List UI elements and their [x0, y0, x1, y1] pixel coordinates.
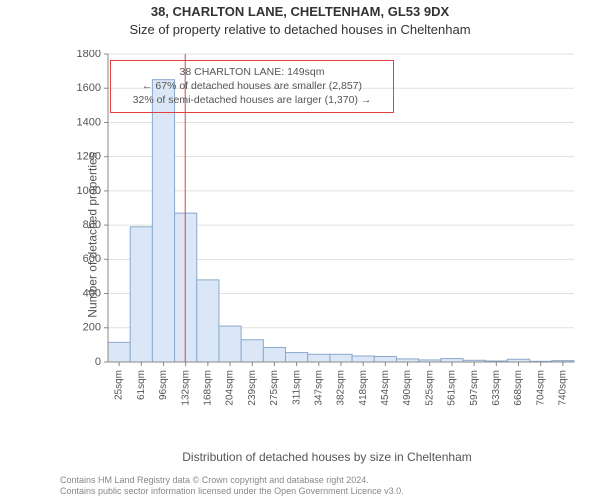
y-axis-label-wrap: Number of detached properties [10, 50, 28, 420]
x-tick-label: 668sqm [513, 370, 524, 406]
chart-container: 38, CHARLTON LANE, CHELTENHAM, GL53 9DX … [0, 0, 600, 500]
footer-line2: Contains public sector information licen… [60, 486, 404, 497]
x-tick-label: 61sqm [136, 370, 147, 400]
x-tick-label: 597sqm [469, 370, 480, 406]
callout-line1: 38 CHARLTON LANE: 149sqm [117, 65, 387, 79]
svg-text:1800: 1800 [77, 50, 101, 60]
marker-callout: 38 CHARLTON LANE: 149sqm ← 67% of detach… [110, 60, 394, 113]
histogram-bar [197, 280, 219, 362]
histogram-bar [152, 80, 174, 362]
footer: Contains HM Land Registry data © Crown c… [60, 475, 404, 497]
histogram-bar [108, 342, 130, 362]
histogram-bar [219, 326, 241, 362]
svg-text:1200: 1200 [77, 151, 101, 163]
x-tick-label: 239sqm [247, 370, 258, 406]
histogram-bar [308, 354, 330, 362]
x-tick-label: 633sqm [491, 370, 502, 406]
svg-text:600: 600 [83, 253, 101, 265]
histogram-bar [330, 354, 352, 362]
x-tick-label: 382sqm [336, 370, 347, 406]
callout-line3: 32% of semi-detached houses are larger (… [117, 93, 387, 107]
chart-title-line1: 38, CHARLTON LANE, CHELTENHAM, GL53 9DX [0, 4, 600, 19]
x-tick-label: 347sqm [313, 370, 324, 406]
x-tick-label: 561sqm [447, 370, 458, 406]
x-tick-label: 168sqm [202, 370, 213, 406]
callout-line2: ← 67% of detached houses are smaller (2,… [117, 79, 387, 93]
footer-line1: Contains HM Land Registry data © Crown c… [60, 475, 404, 486]
histogram-bar [352, 356, 374, 362]
svg-text:1600: 1600 [77, 82, 101, 94]
x-tick-label: 275sqm [269, 370, 280, 406]
x-tick-label: 25sqm [114, 370, 125, 400]
x-tick-label: 418sqm [358, 370, 369, 406]
x-tick-label: 204sqm [225, 370, 236, 406]
svg-text:400: 400 [83, 287, 101, 299]
x-tick-label: 740sqm [558, 370, 569, 406]
svg-text:800: 800 [83, 219, 101, 231]
histogram-bar [374, 357, 396, 362]
x-tick-label: 132sqm [180, 370, 191, 406]
histogram-bar [241, 340, 263, 362]
x-tick-label: 96sqm [158, 370, 169, 400]
x-tick-label: 311sqm [291, 370, 302, 405]
svg-text:1000: 1000 [77, 185, 101, 197]
histogram-bar [286, 353, 308, 362]
histogram-bar [130, 227, 152, 362]
x-tick-label: 454sqm [380, 370, 391, 406]
x-axis-label: Distribution of detached houses by size … [72, 450, 582, 464]
x-tick-label: 490sqm [402, 370, 413, 406]
chart-title-line2: Size of property relative to detached ho… [0, 22, 600, 37]
x-tick-label: 704sqm [535, 370, 546, 406]
x-tick-label: 525sqm [424, 370, 435, 406]
histogram-bar [263, 347, 285, 362]
svg-text:0: 0 [95, 356, 101, 368]
svg-text:1400: 1400 [77, 116, 101, 128]
histogram-bar [441, 359, 463, 362]
svg-text:200: 200 [83, 322, 101, 334]
